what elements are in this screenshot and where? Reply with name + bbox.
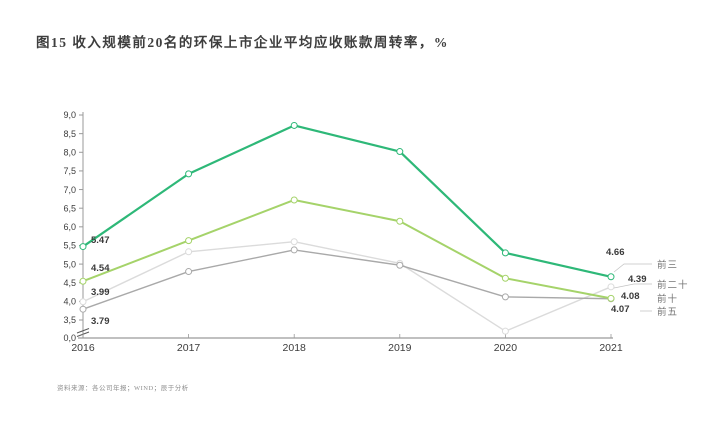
data-point-top-10 [501, 274, 509, 282]
first-value-label-top-10: 4.54 [91, 263, 110, 274]
y-tick-label: 9,0 [63, 110, 76, 120]
leader-line-top-3 [613, 263, 652, 273]
data-point-top-3 [607, 273, 615, 281]
leader-line-top-20 [613, 283, 652, 289]
x-tick-label: 2018 [283, 342, 307, 354]
legend-label-top-3: 前三 [657, 259, 678, 271]
y-tick-label: 7,0 [63, 185, 76, 195]
data-point-top-20 [185, 248, 193, 256]
y-tick-label: 0,0 [63, 333, 76, 343]
x-tick-label: 2020 [494, 342, 518, 354]
last-value-label-top-10: 4.08 [621, 291, 640, 302]
data-point-top-5 [290, 246, 298, 254]
y-tick-label: 3,5 [63, 315, 76, 325]
x-tick-label: 2017 [177, 342, 201, 354]
first-value-label-top-20: 3.99 [91, 287, 110, 298]
data-point-top-10 [290, 196, 298, 204]
y-tick-label: 5,0 [63, 259, 76, 269]
legend-label-top-10: 前十 [657, 293, 678, 305]
data-point-top-10 [79, 277, 87, 285]
data-point-top-20 [501, 327, 509, 335]
series-line-top-10 [82, 198, 612, 300]
data-point-top-3 [396, 148, 404, 156]
y-tick-label: 6,5 [63, 203, 76, 213]
source-note: 资料来源：各公司年报；WIND；辰于分析 [57, 385, 189, 392]
data-point-top-20 [607, 283, 615, 291]
data-point-top-3 [185, 170, 193, 178]
data-point-top-5 [396, 261, 404, 269]
data-point-top-20 [79, 298, 87, 306]
x-tick-label: 2016 [71, 342, 95, 354]
data-point-top-10 [185, 237, 193, 245]
data-point-top-10 [396, 217, 404, 225]
first-value-label-top-3: 5.47 [91, 235, 110, 246]
x-tick-label: 2019 [388, 342, 412, 354]
data-point-top-5 [501, 293, 509, 301]
legend-label-top-20: 前二十 [657, 279, 689, 291]
y-tick-label: 8,0 [63, 147, 76, 157]
axis-break-mark [76, 328, 90, 334]
y-tick-label: 6,0 [63, 222, 76, 232]
data-point-top-3 [290, 121, 298, 129]
first-value-label-top-5: 3.79 [91, 316, 110, 327]
data-point-top-10 [607, 294, 615, 302]
last-value-label-top-20: 4.39 [628, 274, 647, 285]
y-tick-label: 4,0 [63, 297, 76, 307]
series-line-top-5 [82, 249, 612, 310]
data-point-top-20 [290, 238, 298, 246]
last-value-label-top-3: 4.66 [606, 247, 625, 258]
chart-title: 图15 收入规模前20名的环保上市企业平均应收账款周转率，% [36, 35, 449, 50]
data-point-top-3 [79, 243, 87, 251]
y-tick-label: 7,5 [63, 166, 76, 176]
y-tick-label: 5,5 [63, 241, 76, 251]
y-tick-label: 4,5 [63, 278, 76, 288]
x-tick-label: 2021 [599, 342, 623, 354]
series-line-top-3 [82, 124, 612, 278]
series-line-top-20 [82, 241, 612, 332]
data-point-top-5 [185, 268, 193, 276]
y-tick-label: 8,5 [63, 129, 76, 139]
data-point-top-5 [79, 305, 87, 313]
data-point-top-3 [501, 249, 509, 257]
legend-label-top-5: 前五 [657, 306, 678, 318]
last-value-label-top-5: 4.07 [611, 304, 630, 315]
